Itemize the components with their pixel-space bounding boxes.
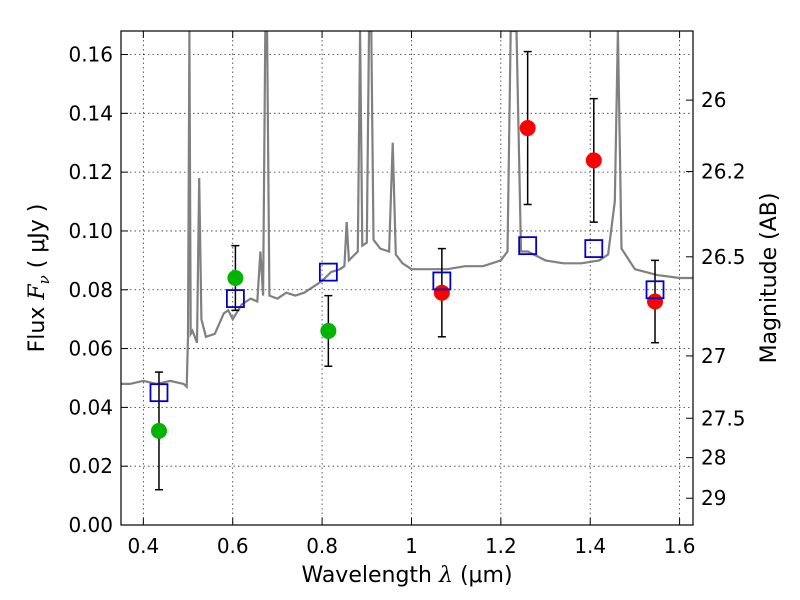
data-point <box>150 422 167 439</box>
model-point <box>645 280 665 300</box>
model-point <box>225 289 245 308</box>
y2-tick-label: 29 <box>701 486 726 510</box>
y-tick-label: 0.06 <box>68 337 113 361</box>
model-point <box>149 383 169 403</box>
y-axis-ticks: 0.00 0.02 0.04 0.06 0.08 0.10 0.12 0.14 0.16 <box>68 43 128 537</box>
x-tick-label: 1.6 <box>664 534 696 558</box>
model-point <box>432 271 452 291</box>
y-tick-label: 0.12 <box>68 160 113 184</box>
y-tick-label: 0.02 <box>68 454 113 478</box>
x-tick-label: 0.4 <box>127 534 159 558</box>
y-tick-label: 0.00 <box>68 513 113 537</box>
y2-axis-label: Magnitude (AB) <box>757 193 782 364</box>
y-tick-label: 0.04 <box>68 395 113 419</box>
data-point <box>585 152 602 169</box>
data-point <box>227 270 244 286</box>
y2-tick-label: 26.2 <box>701 160 746 184</box>
model-point <box>518 236 538 256</box>
grid <box>121 31 693 526</box>
x-tick-label: 1 <box>405 534 418 558</box>
y2-tick-label: 27.5 <box>701 406 746 430</box>
y-axis-label: Flux Fν ( μJy ) <box>25 204 53 353</box>
model-point <box>584 239 604 258</box>
x-axis-ticks: 0.4 0.6 0.8 1 1.2 1.4 1.6 <box>127 31 696 558</box>
x-tick-label: 1.2 <box>485 534 517 558</box>
secondary-y-axis-ticks: 26 26.2 26.5 27 27.5 28 29 <box>686 88 746 510</box>
y2-tick-label: 28 <box>701 446 726 470</box>
x-tick-label: 0.8 <box>306 534 338 558</box>
x-axis-label: Wavelength λ (μm) <box>301 563 512 588</box>
y-tick-label: 0.14 <box>68 101 113 125</box>
data-point <box>647 293 664 310</box>
error-bars <box>154 50 660 491</box>
data-point <box>519 120 536 137</box>
x-tick-label: 0.6 <box>217 534 249 558</box>
y2-tick-label: 26 <box>701 88 726 112</box>
data-markers <box>149 120 665 439</box>
y-tick-label: 0.16 <box>68 43 113 67</box>
y2-tick-label: 26.5 <box>701 245 746 269</box>
y-tick-label: 0.08 <box>68 278 113 302</box>
data-point <box>320 322 337 339</box>
model-point <box>318 262 338 282</box>
spectrum-line <box>121 31 693 390</box>
y-tick-label: 0.10 <box>68 219 113 243</box>
x-tick-label: 1.4 <box>574 534 606 558</box>
y2-tick-label: 27 <box>701 344 726 368</box>
plot-area <box>121 31 693 491</box>
data-point <box>433 284 450 301</box>
plot-frame <box>120 30 694 526</box>
